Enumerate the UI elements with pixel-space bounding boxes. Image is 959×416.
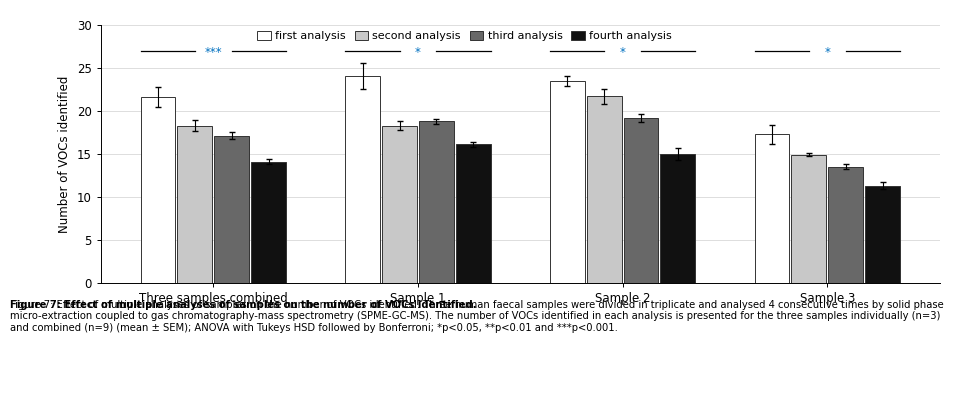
Bar (214, 136, 249, 283)
Bar (791, 155, 827, 283)
Bar (419, 121, 454, 283)
Bar (456, 144, 491, 283)
Bar (382, 126, 417, 283)
Text: *: * (825, 46, 830, 59)
Bar (587, 97, 621, 283)
Bar (345, 76, 380, 283)
Bar (177, 126, 212, 283)
Bar (661, 154, 695, 283)
Bar (141, 97, 175, 283)
Y-axis label: Number of VOCs identified: Number of VOCs identified (58, 75, 71, 233)
Text: ***: *** (204, 46, 222, 59)
Text: Figure 7: Effect of multiple analyses of samples on the number of VOCs identifie: Figure 7: Effect of multiple analyses of… (10, 300, 944, 333)
Bar (550, 81, 585, 283)
Bar (755, 134, 789, 283)
Text: Figure 7: Effect of multiple analyses of samples on the number of VOCs identifie: Figure 7: Effect of multiple analyses of… (10, 300, 477, 310)
Bar (623, 118, 659, 283)
Text: *: * (415, 46, 421, 59)
Bar (251, 162, 286, 283)
Bar (829, 167, 863, 283)
Legend: first analysis, second analysis, third analysis, fourth analysis: first analysis, second analysis, third a… (257, 30, 672, 41)
Text: *: * (620, 46, 625, 59)
Bar (865, 186, 900, 283)
